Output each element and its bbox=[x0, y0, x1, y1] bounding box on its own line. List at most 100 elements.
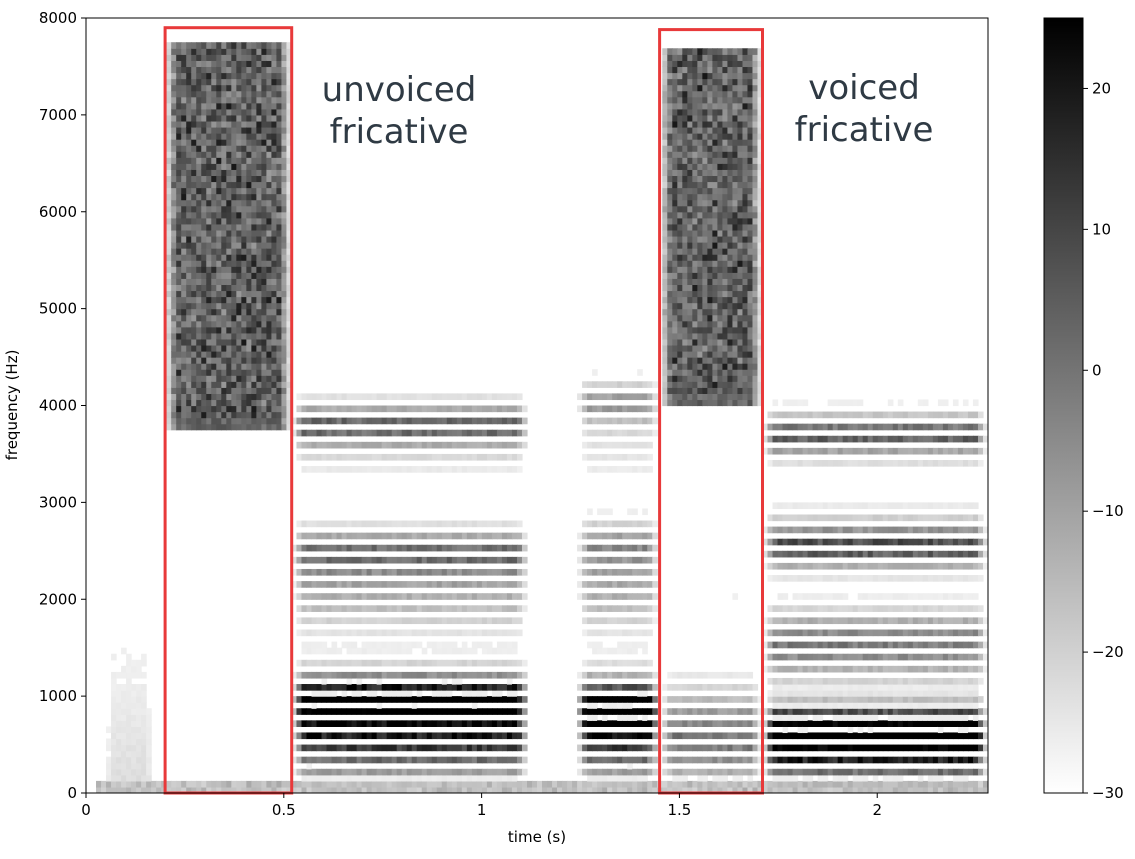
spectrogram-cell bbox=[206, 786, 212, 793]
spectrogram-cell bbox=[186, 66, 192, 74]
spectrogram-cell bbox=[672, 187, 678, 195]
spectrogram-cell bbox=[186, 181, 192, 189]
spectrogram-cell bbox=[481, 617, 488, 625]
spectrogram-cell bbox=[116, 732, 122, 740]
spectrogram-cell bbox=[136, 702, 142, 709]
spectrogram-cell bbox=[181, 133, 187, 140]
spectrogram-cell bbox=[732, 169, 739, 177]
spectrogram-cell bbox=[296, 393, 303, 401]
spectrogram-cell bbox=[582, 696, 588, 703]
spectrogram-cell bbox=[687, 151, 693, 158]
spectrogram-cell bbox=[697, 314, 703, 322]
spectrogram-cell bbox=[136, 774, 142, 782]
spectrogram-cell bbox=[401, 786, 408, 793]
spectrogram-cell bbox=[291, 429, 298, 437]
spectrogram-cell bbox=[351, 393, 358, 401]
spectrogram-cell bbox=[311, 593, 318, 600]
spectrogram-cell bbox=[737, 338, 744, 346]
spectrogram-cell bbox=[697, 90, 703, 98]
spectrogram-cell bbox=[491, 744, 498, 752]
spectrogram-cell bbox=[181, 786, 187, 793]
spectrogram-cell bbox=[266, 217, 273, 225]
spectrogram-cell bbox=[136, 756, 142, 764]
spectrogram-cell bbox=[622, 441, 628, 449]
spectrogram-cell bbox=[326, 568, 333, 576]
spectrogram-cell bbox=[602, 605, 608, 612]
spectrogram-cell bbox=[692, 151, 698, 158]
spectrogram-cell bbox=[737, 254, 744, 261]
spectrogram-cell bbox=[271, 96, 278, 104]
spectrogram-cell bbox=[346, 647, 353, 655]
spectrogram-cell bbox=[241, 326, 247, 334]
spectrogram-cell bbox=[602, 568, 608, 576]
spectrogram-cell bbox=[637, 720, 643, 727]
spectrogram-cell bbox=[211, 126, 217, 134]
spectrogram-cell bbox=[116, 738, 122, 746]
spectrogram-cell bbox=[186, 314, 192, 322]
spectrogram-cell bbox=[692, 387, 698, 394]
spectrogram-cell bbox=[682, 102, 688, 110]
spectrogram-cell bbox=[191, 187, 197, 195]
spectrogram-cell bbox=[381, 720, 388, 727]
spectrogram-cell bbox=[647, 544, 653, 552]
spectrogram-cell bbox=[466, 593, 473, 600]
spectrogram-cell bbox=[466, 429, 473, 437]
spectrogram-cell bbox=[617, 617, 623, 625]
spectrogram-cell bbox=[371, 556, 378, 564]
spectrogram-cell bbox=[186, 302, 192, 310]
spectrogram-cell bbox=[181, 780, 187, 788]
spectrogram-cell bbox=[356, 556, 363, 564]
spectrogram-cell bbox=[667, 114, 673, 122]
spectrogram-cell bbox=[592, 671, 598, 679]
spectrogram-cell bbox=[577, 744, 583, 752]
spectrogram-cell bbox=[191, 363, 197, 370]
spectrogram-cell bbox=[717, 732, 724, 740]
spectrogram-cell bbox=[341, 568, 348, 576]
spectrogram-cell bbox=[251, 48, 257, 55]
spectrogram-cell bbox=[677, 229, 683, 237]
spectrogram-cell bbox=[717, 205, 724, 213]
spectrogram-cell bbox=[431, 393, 438, 401]
spectrogram-cell bbox=[702, 229, 708, 237]
spectrogram-cell bbox=[717, 326, 724, 334]
spectrogram-cell bbox=[441, 659, 448, 667]
spectrogram-cell bbox=[296, 756, 303, 764]
spectrogram-cell bbox=[692, 126, 698, 134]
spectrogram-cell bbox=[141, 786, 147, 793]
spectrogram-cell bbox=[451, 744, 458, 752]
spectrogram-cell bbox=[341, 671, 348, 679]
spectrogram-cell bbox=[416, 453, 423, 461]
spectrogram-cell bbox=[111, 720, 117, 727]
spectrogram-cell bbox=[441, 417, 448, 425]
spectrogram-cell bbox=[376, 405, 383, 413]
spectrogram-cell bbox=[496, 684, 503, 691]
spectrogram-cell bbox=[396, 605, 403, 612]
spectrogram-cell bbox=[251, 248, 257, 255]
spectrogram-cell bbox=[717, 235, 724, 243]
spectrogram-cell bbox=[697, 272, 703, 279]
spectrogram-cell bbox=[281, 399, 288, 407]
spectrogram-cell bbox=[692, 199, 698, 207]
spectrogram-cell bbox=[406, 453, 413, 461]
spectrogram-cell bbox=[707, 175, 713, 183]
spectrogram-cell bbox=[687, 60, 693, 68]
spectrogram-cell bbox=[471, 568, 478, 576]
spectrogram-cell bbox=[687, 126, 693, 134]
spectrogram-cell bbox=[271, 72, 278, 80]
spectrogram-cell bbox=[361, 466, 368, 473]
spectrogram-cell bbox=[411, 556, 418, 564]
spectrogram-cell bbox=[466, 441, 473, 449]
spectrogram-cell bbox=[732, 145, 739, 152]
spectrogram-cell bbox=[687, 181, 693, 189]
spectrogram-cell bbox=[311, 605, 318, 612]
spectrogram-cell bbox=[687, 302, 693, 310]
spectrogram-cell bbox=[286, 278, 293, 285]
spectrogram-cell bbox=[627, 671, 633, 679]
spectrogram-cell bbox=[261, 387, 267, 394]
spectrogram-cell bbox=[201, 175, 207, 183]
spectrogram-cell bbox=[607, 659, 613, 667]
spectrogram-cell bbox=[717, 381, 724, 388]
spectrogram-cell bbox=[712, 102, 718, 110]
spectrogram-cell bbox=[672, 399, 678, 407]
spectrogram-cell bbox=[441, 405, 448, 413]
